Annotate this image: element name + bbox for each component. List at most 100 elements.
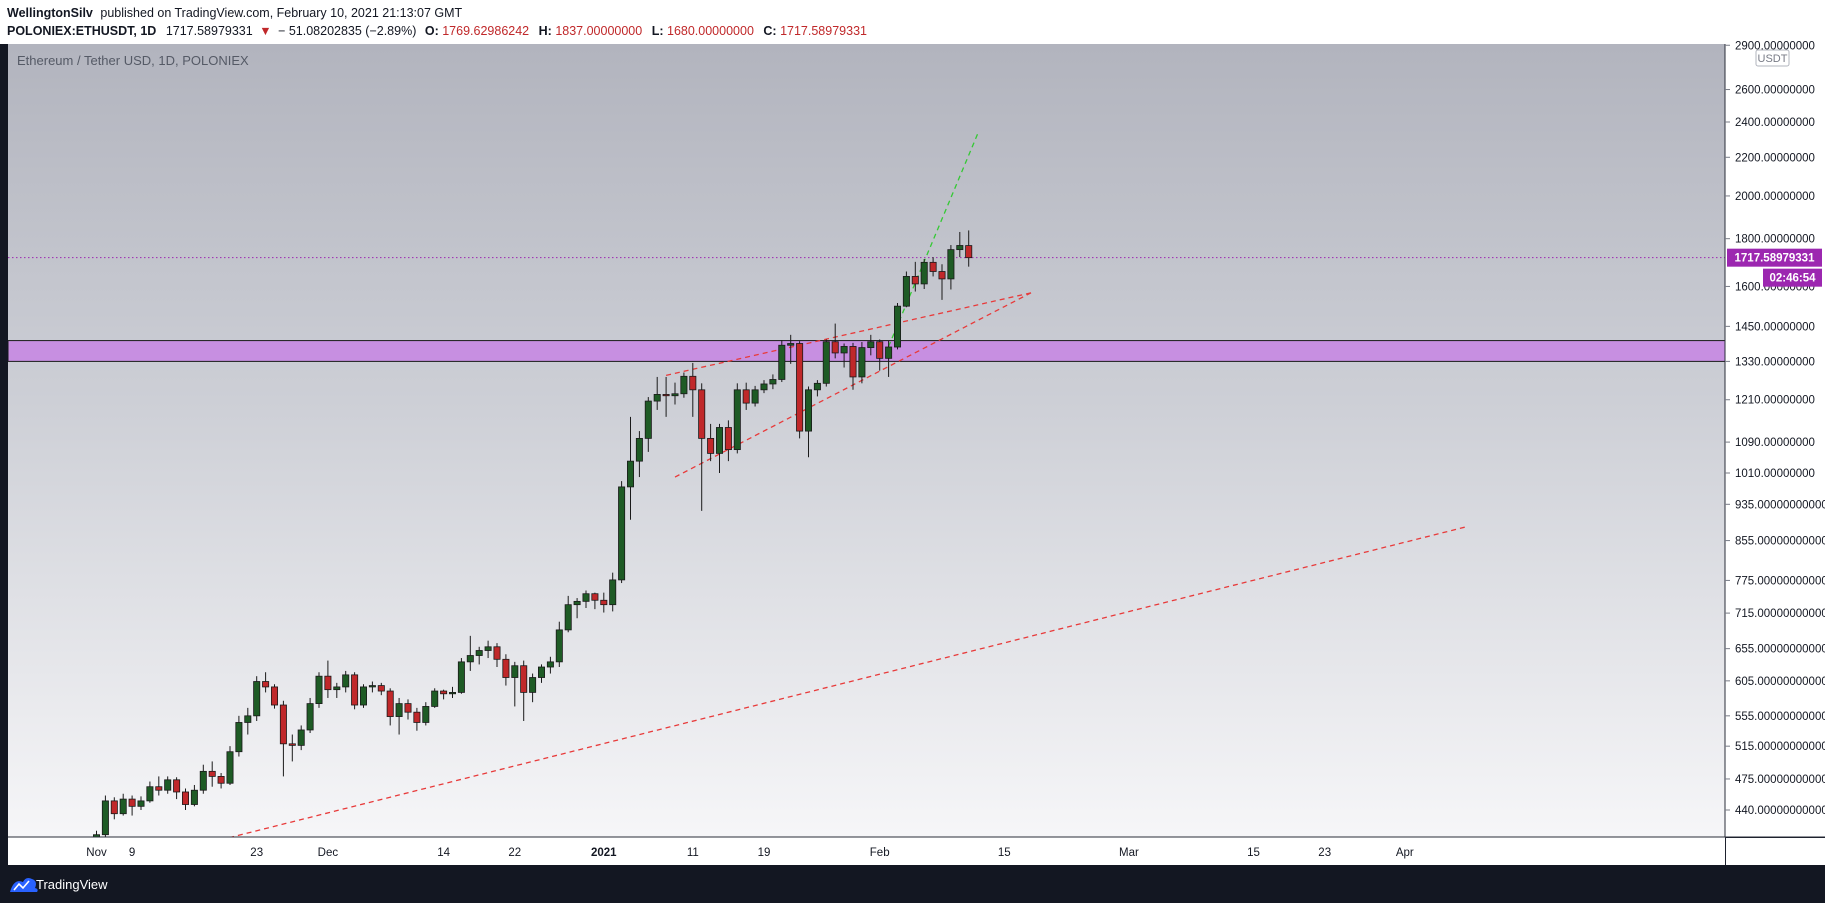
y-tick-label: 2900.00000000 xyxy=(1735,40,1815,52)
candle-2020-12-08 xyxy=(386,688,394,726)
axis-corner xyxy=(1726,838,1825,865)
candle-2020-11-21 xyxy=(235,715,243,757)
candle-body xyxy=(386,690,394,717)
candle-body xyxy=(520,665,528,693)
candle-2020-12-13 xyxy=(431,688,439,708)
candle-body xyxy=(689,375,697,391)
header-line-1: WellingtonSilv published on TradingView.… xyxy=(7,6,463,20)
candle-body xyxy=(849,346,857,378)
candle-body xyxy=(627,460,635,488)
candle-2021-01-11 xyxy=(689,362,697,417)
countdown-tag xyxy=(1763,268,1822,287)
candle-body xyxy=(733,389,741,451)
x-tick-label: 14 xyxy=(437,847,450,859)
candle-body xyxy=(885,346,893,359)
y-tick-label: 1450.00000000 xyxy=(1735,321,1815,333)
candle-2020-12-06 xyxy=(368,681,376,693)
candle-body xyxy=(724,427,732,451)
candle-body xyxy=(217,776,225,784)
candle-2020-11-17 xyxy=(199,764,207,794)
candle-2021-01-01 xyxy=(600,592,608,613)
candle-2020-11-29 xyxy=(306,697,314,733)
close-value: 1717.58979331 xyxy=(780,24,867,38)
candle-body xyxy=(306,703,314,731)
candle-body xyxy=(796,343,804,432)
candle-2021-01-15 xyxy=(724,420,732,462)
candle-body xyxy=(288,743,296,746)
candle-body xyxy=(956,245,964,251)
candle-body xyxy=(929,261,937,272)
candle-2021-01-16 xyxy=(733,383,741,454)
candle-2020-12-20 xyxy=(493,643,501,668)
header-bar xyxy=(0,0,1825,44)
candle-2020-12-22 xyxy=(511,661,519,707)
candle-body xyxy=(395,703,403,717)
candle-body xyxy=(235,722,243,753)
candle-body xyxy=(226,751,234,784)
candle-body xyxy=(662,394,670,397)
y-tick-label: 605.00000000000 xyxy=(1735,676,1825,688)
candle-2020-12-18 xyxy=(475,646,483,665)
candle-2020-11-07 xyxy=(110,797,118,820)
low-value: 1680.00000000 xyxy=(667,24,754,38)
footer-bar xyxy=(0,865,1825,903)
candle-2021-02-06 xyxy=(920,258,928,289)
candle-body xyxy=(333,686,341,691)
candle-body xyxy=(315,675,323,704)
candle-2020-11-20 xyxy=(226,746,234,785)
candle-2020-12-14 xyxy=(440,689,448,700)
candle-body xyxy=(876,341,884,359)
candle-body xyxy=(831,341,839,354)
last-price: 1717.58979331 xyxy=(166,24,253,38)
candle-2021-02-09 xyxy=(947,245,955,290)
candle-body xyxy=(297,729,305,746)
candle-body xyxy=(262,681,270,688)
candle-body xyxy=(698,389,706,439)
y-tick-label: 1800.00000000 xyxy=(1735,234,1815,246)
candle-2020-11-16 xyxy=(190,784,198,807)
candle-2021-02-10 xyxy=(956,231,964,258)
candle-body xyxy=(938,271,946,280)
candle-body xyxy=(635,437,643,462)
y-tick-label: 2600.00000000 xyxy=(1735,85,1815,97)
author-name[interactable]: WellingtonSilv xyxy=(7,6,93,20)
candle-2020-12-02 xyxy=(333,682,341,698)
footer-brand[interactable]: TradingView xyxy=(36,877,108,892)
candle-body xyxy=(742,389,750,404)
candle-2020-12-16 xyxy=(457,658,465,694)
candle-body xyxy=(840,346,848,354)
y-tick-label: 775.00000000000 xyxy=(1735,575,1825,587)
candle-body xyxy=(787,343,795,346)
candle-2020-11-13 xyxy=(164,776,172,794)
candle-2021-01-20 xyxy=(769,374,777,390)
candle-2021-01-19 xyxy=(760,380,768,394)
open-value: 1769.62986242 xyxy=(442,24,529,38)
down-arrow-icon: ▼ xyxy=(259,24,271,38)
currency-label: USDT xyxy=(1758,53,1788,65)
price-tag xyxy=(1727,248,1822,267)
y-tick-label: 1090.00000000 xyxy=(1735,437,1815,449)
candle-body xyxy=(911,276,919,285)
time-axis[interactable] xyxy=(8,837,1725,865)
candle-2021-01-09 xyxy=(671,382,679,405)
price-axis[interactable] xyxy=(1725,44,1825,837)
y-tick-label: 515.00000000000 xyxy=(1735,741,1825,753)
candle-body xyxy=(93,834,101,837)
candle-2020-12-17 xyxy=(466,635,474,671)
candle-body xyxy=(502,658,510,678)
y-tick-label: 2000.00000000 xyxy=(1735,191,1815,203)
plot-area[interactable] xyxy=(8,44,1725,837)
candle-body xyxy=(769,379,777,385)
candle-2021-02-11 xyxy=(965,230,973,267)
candle-body xyxy=(181,791,189,805)
candle-body xyxy=(146,786,154,802)
candle-2020-12-12 xyxy=(422,702,430,726)
candle-2020-11-27 xyxy=(288,734,296,762)
candle-2021-01-26 xyxy=(822,339,830,387)
x-tick-label: Nov xyxy=(86,847,107,859)
candle-body xyxy=(440,690,448,695)
candle-2021-02-04 xyxy=(902,271,910,308)
candle-body xyxy=(805,389,813,432)
x-tick-label: 11 xyxy=(687,847,699,859)
candle-2021-01-31 xyxy=(867,334,875,356)
